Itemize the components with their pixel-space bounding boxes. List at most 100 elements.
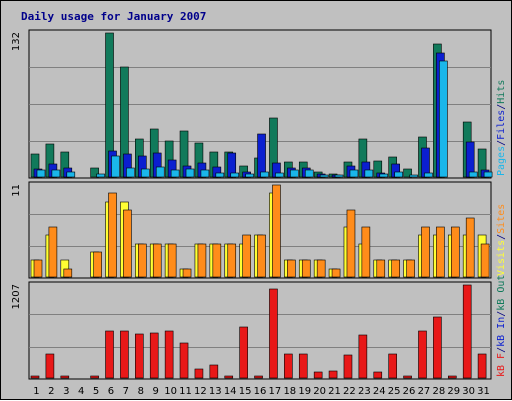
x-tick-label: 17 [269,386,282,397]
bar-kb-f-day-11 [179,342,189,379]
bar-kb-f-day-24 [373,371,383,379]
bar-pages-day-1 [36,169,46,178]
bar-sites-day-16 [257,234,266,278]
bar-pages-day-5 [96,173,105,178]
legend-item: / [496,140,507,146]
bar-pages-day-22 [349,169,359,178]
bar-sites-day-31 [480,243,490,278]
bar-sites-day-5 [93,251,102,278]
x-tick-label: 18 [283,386,296,397]
bar-sites-day-20 [316,259,326,278]
bar-sites-day-21 [331,268,341,278]
chart-title: Daily usage for January 2007 [21,10,206,23]
x-tick-label: 5 [93,386,99,397]
bar-kb-f-day-6 [105,330,114,379]
bar-kb-f-day-1 [30,375,40,379]
bar-kb-f-day-30 [462,284,472,379]
bar-pages-day-9 [155,166,165,178]
x-tick-label: 7 [123,386,129,397]
x-tick-label: 23 [358,386,371,397]
x-tick-label: 19 [298,386,311,397]
x-tick-label: 8 [138,386,144,397]
bar-pages-day-20 [319,174,329,178]
bar-pages-day-23 [364,169,374,178]
bar-pages-day-14 [230,172,240,178]
bar-pages-day-31 [483,171,493,178]
bar-kb-f-day-28 [433,316,442,379]
bar-pages-day-24 [379,173,389,178]
bar-kb-f-day-23 [358,334,368,379]
bar-kb-f-day-2 [45,353,55,379]
legend-item: kB Out [496,275,507,311]
x-tick-label: 27 [418,386,431,397]
bar-sites-day-30 [465,217,475,278]
x-tick-label: 3 [63,386,69,397]
bar-sites-day-2 [48,226,58,278]
x-tick-label: 16 [254,386,267,397]
bar-sites-day-8 [138,243,147,278]
bar-sites-day-28 [436,226,445,278]
x-tick-label: 21 [328,386,341,397]
bar-sites-day-19 [301,259,311,278]
bar-sites-day-9 [152,243,162,278]
legend-item: / [496,104,507,110]
bar-pages-day-12 [200,169,210,178]
bar-pages-day-21 [334,174,344,178]
bar-hits-day-26 [403,168,412,178]
bar-kb-f-day-5 [90,375,99,379]
x-tick-label: 9 [152,386,158,397]
bar-sites-day-12 [197,243,207,278]
bar-kb-f-day-9 [149,332,159,379]
x-tick-label: 1 [33,386,39,397]
bar-kb-f-day-29 [447,375,457,379]
bar-kb-f-day-21 [328,370,338,379]
bar-sites-day-18 [287,259,296,278]
x-tick-label: 24 [373,386,386,397]
legend-item: Files [496,110,507,140]
bar-kb-f-day-20 [313,371,323,379]
bar-sites-day-24 [376,259,386,278]
bar-pages-day-30 [468,171,478,178]
bar-sites-day-17 [272,184,281,278]
bar-pages-day-25 [394,171,403,178]
bar-pages-day-8 [141,168,150,178]
bar-pages-day-27 [424,172,433,178]
max-label-kb: 1207 [11,284,22,309]
legend-item: Hits [496,80,507,104]
x-tick-label: 12 [194,386,207,397]
bar-sites-day-3 [63,268,73,278]
bar-pages-day-26 [409,174,418,178]
legend-item: / [496,234,507,240]
bar-pages-day-19 [304,169,314,178]
x-tick-label: 25 [388,386,401,397]
bar-kb-f-day-22 [343,354,353,379]
x-tick-label: 6 [108,386,114,397]
bar-kb-f-day-19 [298,353,308,379]
bar-pages-day-16 [260,171,269,178]
legend-item: Pages [496,146,507,176]
x-tick-label: 10 [164,386,177,397]
bar-kb-f-day-10 [164,330,174,379]
bar-pages-day-11 [185,168,195,178]
bar-sites-day-6 [108,192,117,278]
bar-sites-day-22 [346,209,356,278]
bar-pages-day-6 [111,155,120,178]
bar-pages-day-7 [126,167,135,178]
bar-kb-f-day-15 [239,326,248,379]
legend-item: kB In [496,317,507,347]
x-tick-label: 11 [179,386,192,397]
bar-sites-day-7 [123,209,132,278]
x-tick-label: 15 [239,386,252,397]
bar-kb-f-day-16 [254,375,263,379]
bar-hits-day-5 [90,167,99,178]
bar-pages-day-18 [290,169,299,178]
bar-sites-day-14 [227,243,237,278]
bar-kb-f-day-25 [388,353,397,379]
legend-hits-files-pages: Pages/Files/Hits [496,80,507,176]
bar-kb-f-day-27 [418,330,427,379]
legend-item: / [496,347,507,353]
legend-item: / [496,311,507,317]
max-label-hits-files-pages: 132 [11,32,22,51]
